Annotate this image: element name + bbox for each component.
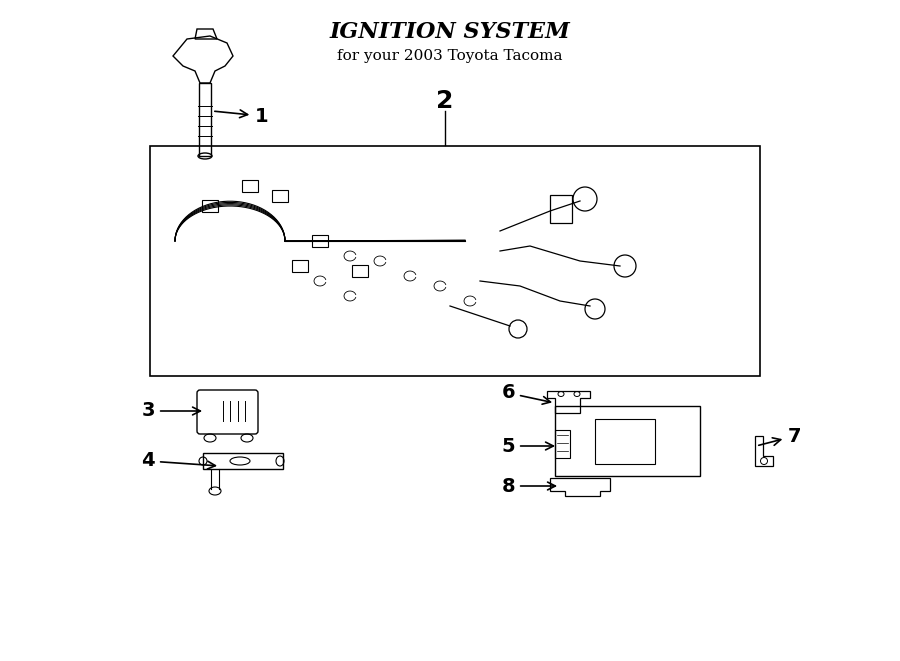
Text: 6: 6 <box>501 383 551 405</box>
Text: 4: 4 <box>141 451 215 471</box>
Bar <box>595 419 655 464</box>
Bar <box>203 453 283 469</box>
Text: 7: 7 <box>759 426 802 446</box>
Bar <box>242 180 258 192</box>
Bar <box>312 235 328 247</box>
Bar <box>555 430 570 458</box>
Bar <box>202 200 218 212</box>
Text: for your 2003 Toyota Tacoma: for your 2003 Toyota Tacoma <box>338 49 562 63</box>
Text: 2: 2 <box>436 89 454 113</box>
Bar <box>550 195 572 223</box>
Text: 8: 8 <box>501 477 555 496</box>
Bar <box>555 406 700 476</box>
Bar <box>292 260 308 272</box>
Bar <box>199 83 211 156</box>
Text: 1: 1 <box>215 106 268 126</box>
Bar <box>352 265 368 277</box>
Bar <box>272 190 288 202</box>
Text: 5: 5 <box>501 436 554 455</box>
Text: 3: 3 <box>141 401 201 420</box>
Text: IGNITION SYSTEM: IGNITION SYSTEM <box>329 21 571 43</box>
Bar <box>150 146 760 376</box>
